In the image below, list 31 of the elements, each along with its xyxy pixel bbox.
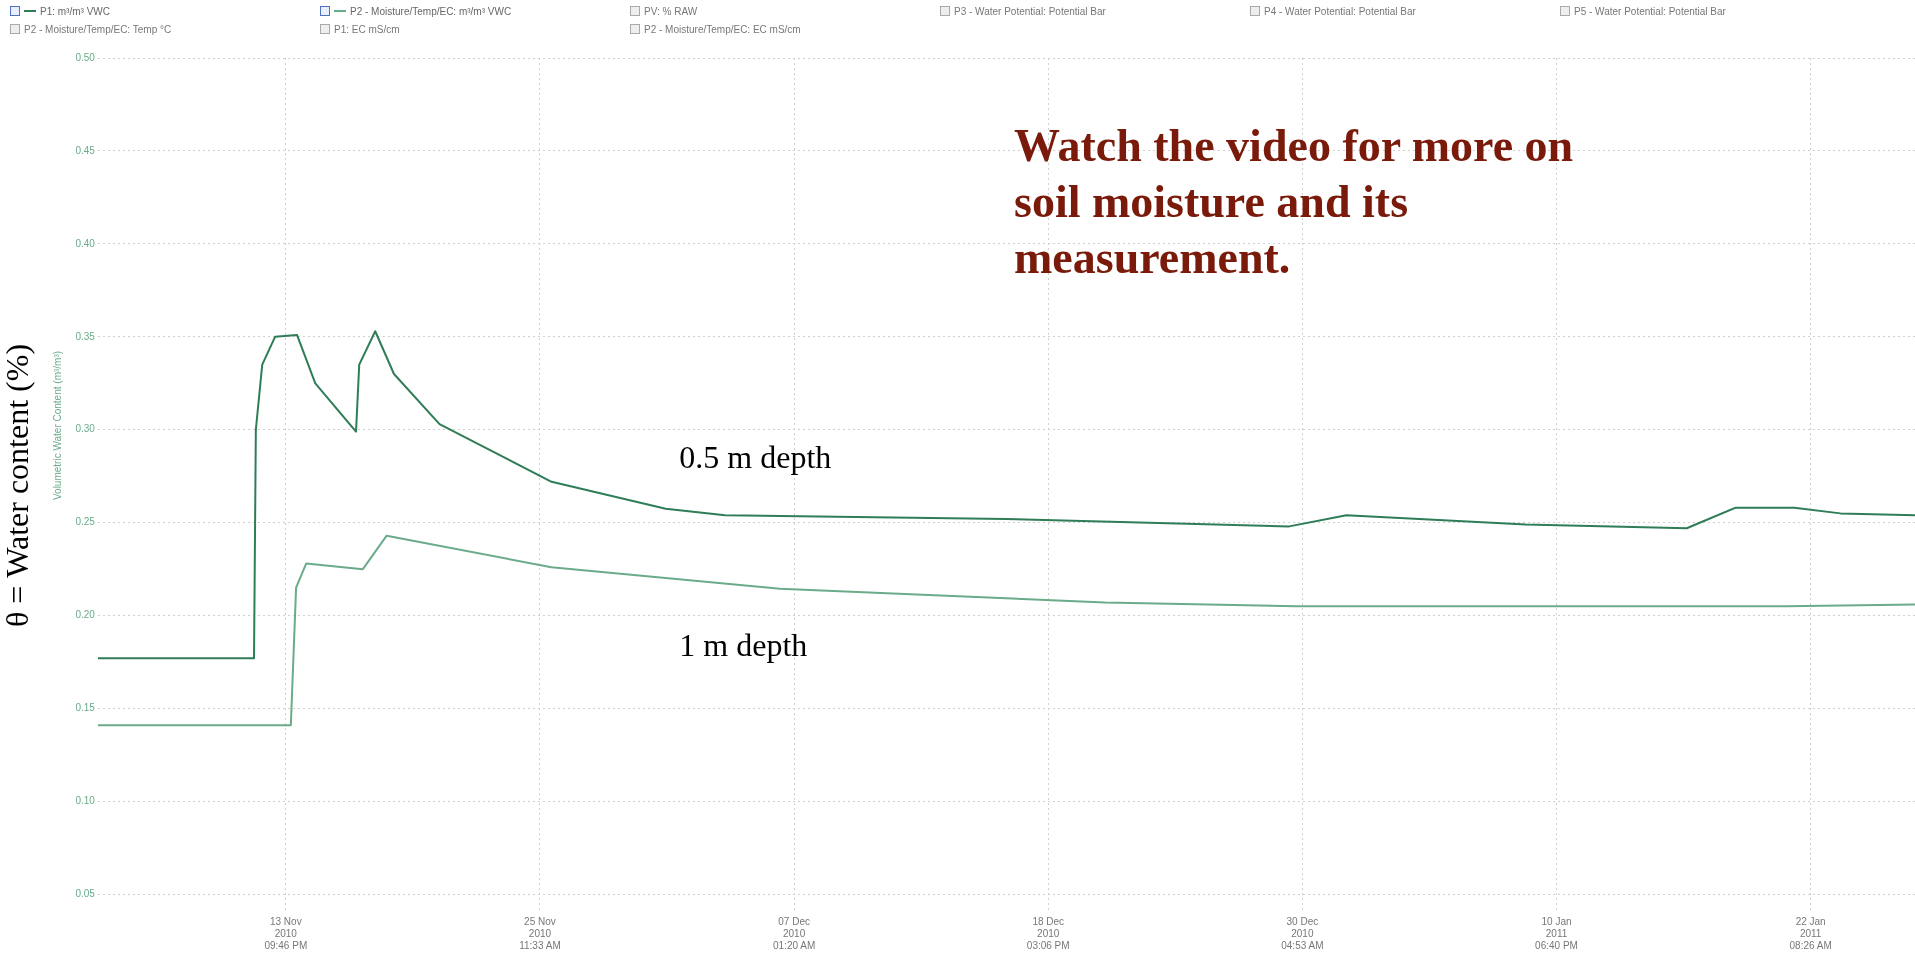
x-tick-label: 07 Dec 2010 01:20 AM xyxy=(772,915,816,951)
y-tick-label: 0.35 xyxy=(75,330,96,342)
text: P1: EC mS/cm xyxy=(334,23,400,35)
legend-label: P1: m³/m³ VWC xyxy=(40,5,110,17)
text: P2 - Moisture/Temp/EC: EC mS/cm xyxy=(644,23,801,35)
x-tick-label: 25 Nov 2010 11:33 AM xyxy=(519,915,561,951)
text: PV: % RAW xyxy=(644,5,698,17)
y-tick-label: 0.25 xyxy=(75,516,96,528)
x-tick-label: 18 Dec 2010 03:06 PM xyxy=(1026,915,1070,951)
y-tick-label: 0.05 xyxy=(75,888,96,900)
y-tick-label: 0.20 xyxy=(75,609,96,621)
text: P2 - Moisture/Temp/EC: Temp °C xyxy=(24,23,172,35)
text: Volumetric Water Content (m³/m³) xyxy=(51,350,63,501)
y-tick-label: 0.10 xyxy=(75,795,96,807)
x-tick-label: 13 Nov 2010 09:46 PM xyxy=(264,915,308,951)
x-tick-label: 10 Jan 2011 06:40 PM xyxy=(1535,915,1578,951)
y-tick-label: 0.30 xyxy=(75,423,96,435)
text: P4 - Water Potential: Potential Bar xyxy=(1264,5,1416,17)
y-tick-label: 0.50 xyxy=(75,51,96,63)
annotation: Watch the video for more on soil moisture and its measurement. xyxy=(1014,119,1575,285)
text: P5 - Water Potential: Potential Bar xyxy=(1574,5,1726,17)
legend-label: P2 - Moisture/Temp/EC: m³/m³ VWC xyxy=(350,5,512,17)
x-tick-label: 22 Jan 2011 08:26 AM xyxy=(1789,915,1832,951)
y-tick-label: 0.45 xyxy=(75,144,96,156)
y-tick-label: 0.40 xyxy=(75,237,96,249)
text: P3 - Water Potential: Potential Bar xyxy=(954,5,1106,17)
annotation: 1 m depth xyxy=(679,627,808,664)
annotation: 0.5 m depth xyxy=(679,439,832,476)
y-axis-title: θ = Water content (%) xyxy=(0,343,35,628)
x-tick-label: 30 Dec 2010 04:53 AM xyxy=(1281,915,1324,951)
y-tick-label: 0.15 xyxy=(75,702,96,714)
